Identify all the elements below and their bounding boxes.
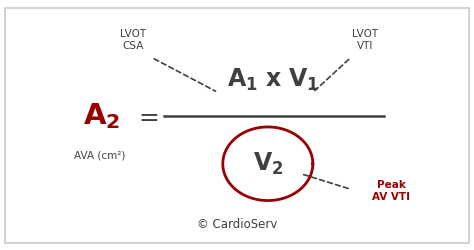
Text: $\mathbf{V_2}$: $\mathbf{V_2}$ xyxy=(253,151,283,177)
Text: $=$: $=$ xyxy=(135,104,159,128)
Text: © CardioServ: © CardioServ xyxy=(197,218,277,232)
Text: AVA (cm²): AVA (cm²) xyxy=(74,150,125,160)
Text: Peak
AV VTI: Peak AV VTI xyxy=(372,180,410,202)
Text: LVOT
VTI: LVOT VTI xyxy=(352,29,378,51)
Text: $\mathbf{A_1\ x\ V_1}$: $\mathbf{A_1\ x\ V_1}$ xyxy=(227,67,319,93)
Text: LVOT
CSA: LVOT CSA xyxy=(119,29,146,51)
FancyBboxPatch shape xyxy=(5,8,469,242)
Text: $\mathbf{A_2}$: $\mathbf{A_2}$ xyxy=(83,101,120,131)
